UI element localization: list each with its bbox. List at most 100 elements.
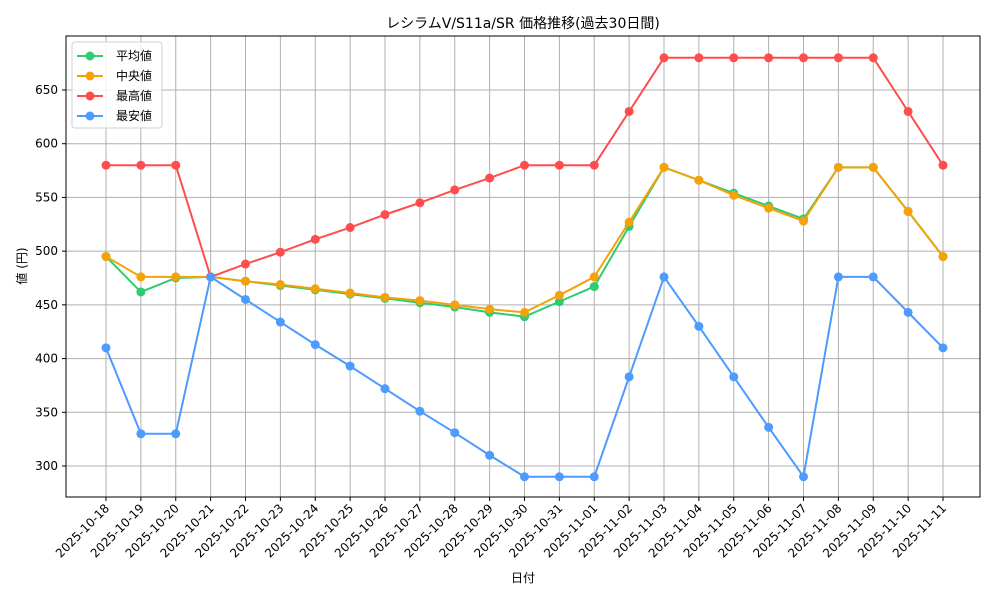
data-point	[694, 53, 704, 63]
data-point	[450, 428, 460, 438]
data-point	[799, 472, 808, 482]
y-tick-label: 300	[35, 459, 58, 473]
y-tick-label: 350	[35, 405, 58, 419]
data-point	[868, 272, 878, 282]
data-point	[694, 321, 704, 331]
data-point	[310, 284, 320, 294]
grid-lines	[66, 36, 980, 497]
data-point	[833, 272, 843, 282]
data-point	[554, 160, 564, 170]
y-tick-label: 650	[35, 83, 58, 97]
legend-marker	[85, 91, 95, 101]
y-tick-label: 600	[35, 137, 58, 151]
data-point	[868, 162, 878, 172]
data-point	[206, 272, 216, 282]
legend-label: 中央値	[116, 68, 152, 83]
data-point	[485, 450, 495, 460]
series-lines	[101, 53, 948, 482]
data-point	[938, 252, 948, 262]
data-point	[380, 292, 390, 302]
data-point	[171, 160, 181, 170]
data-point	[764, 422, 774, 432]
y-tick-label: 550	[35, 190, 58, 204]
data-point	[241, 294, 250, 304]
data-point	[624, 106, 634, 116]
data-point	[380, 384, 390, 394]
data-point	[554, 472, 564, 482]
data-point	[833, 162, 843, 172]
data-point	[938, 160, 948, 170]
data-point	[589, 272, 599, 282]
data-point	[729, 190, 739, 200]
data-point	[485, 173, 495, 183]
data-point	[345, 361, 355, 371]
data-point	[729, 53, 739, 63]
data-point	[659, 162, 669, 172]
data-point	[310, 234, 320, 244]
data-point	[589, 160, 599, 170]
chart-title: レシラムV/S11a/SR 価格推移(過去30日間)	[386, 16, 660, 32]
data-point	[799, 216, 808, 226]
data-point	[694, 175, 704, 185]
data-point	[485, 304, 495, 314]
legend-marker	[85, 71, 95, 81]
data-point	[136, 287, 146, 297]
data-point	[729, 372, 739, 382]
data-point	[101, 160, 111, 170]
data-point	[345, 223, 355, 233]
data-point	[450, 300, 460, 310]
data-point	[903, 106, 913, 116]
legend-marker	[85, 51, 95, 61]
series-3	[101, 272, 948, 482]
data-point	[101, 343, 111, 353]
data-point	[868, 53, 878, 63]
y-axis-label: 値 (円)	[14, 247, 29, 284]
legend-label: 最高値	[116, 88, 152, 103]
data-point	[938, 343, 948, 353]
y-tick-label: 450	[35, 298, 58, 312]
legend-box	[71, 41, 163, 129]
data-point	[171, 272, 181, 282]
data-point	[171, 429, 181, 439]
y-tick-label: 400	[35, 352, 58, 366]
x-axis-ticks: 2025-10-182025-10-192025-10-202025-10-21…	[53, 497, 949, 560]
data-point	[589, 282, 599, 292]
data-point	[520, 472, 529, 482]
series-1	[101, 162, 948, 317]
data-point	[624, 372, 634, 382]
data-point	[275, 247, 285, 257]
data-point	[136, 429, 146, 439]
data-point	[764, 203, 774, 213]
data-point	[136, 272, 146, 282]
data-point	[415, 296, 425, 306]
data-point	[450, 185, 460, 195]
plot-frame	[65, 35, 981, 498]
y-axis-ticks: 300 350 400 450 500 550 600 650	[35, 83, 66, 473]
data-point	[659, 53, 669, 63]
data-point	[415, 198, 425, 208]
data-point	[799, 53, 808, 63]
data-point	[520, 160, 529, 170]
data-point	[241, 259, 250, 269]
data-point	[589, 472, 599, 482]
data-point	[764, 53, 774, 63]
data-point	[520, 307, 529, 317]
data-point	[903, 206, 913, 216]
data-point	[833, 53, 843, 63]
data-point	[903, 307, 913, 317]
data-point	[275, 317, 285, 327]
y-tick-label: 500	[35, 244, 58, 258]
data-point	[136, 160, 146, 170]
data-point	[659, 272, 669, 282]
legend-marker	[85, 111, 95, 121]
data-point	[241, 276, 250, 286]
data-point	[275, 279, 285, 289]
data-point	[624, 217, 634, 227]
data-point	[554, 290, 564, 300]
data-point	[101, 252, 111, 262]
legend-label: 平均値	[116, 48, 152, 63]
data-point	[380, 210, 390, 220]
x-axis-label: 日付	[511, 571, 535, 585]
